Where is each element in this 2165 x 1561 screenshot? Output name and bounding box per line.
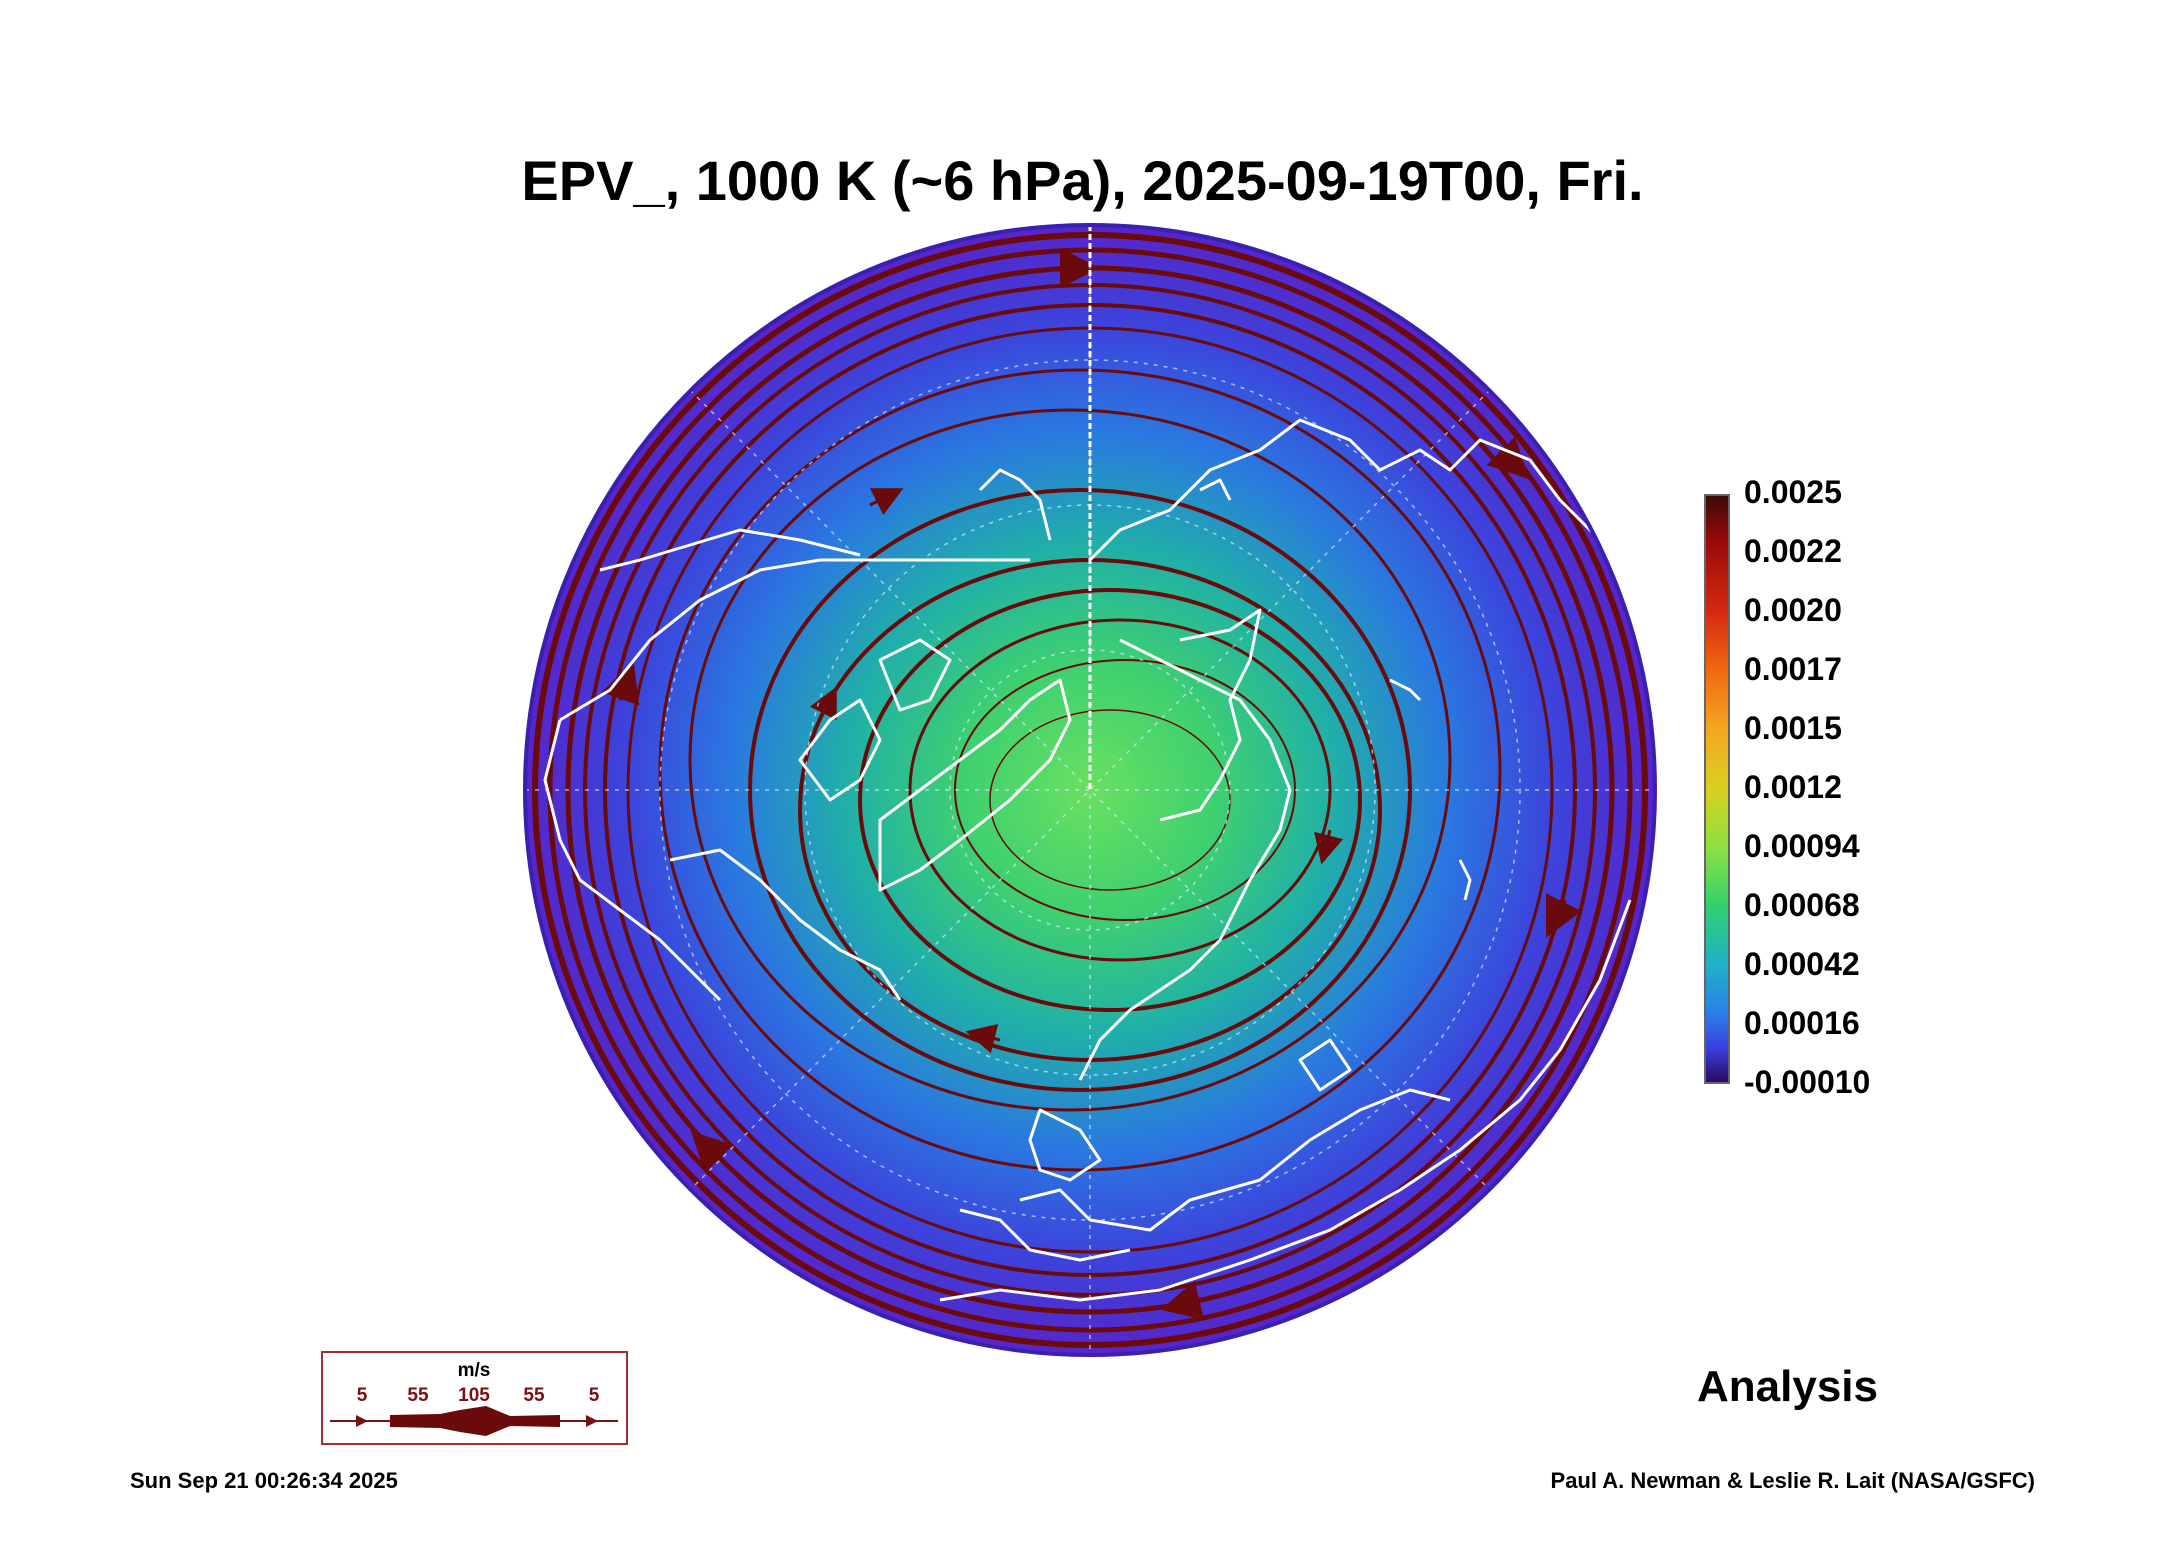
wind-legend-arrow — [586, 1415, 598, 1427]
wind-legend-speed: 5 — [357, 1385, 368, 1406]
footer-credit: Paul A. Newman & Leslie R. Lait (NASA/GS… — [1550, 1468, 2035, 1493]
wind-legend-speed: 105 — [458, 1385, 490, 1406]
colorbar-gradient — [1704, 494, 1730, 1084]
colorbar — [1704, 494, 1730, 1084]
colorbar-label: 0.00042 — [1744, 946, 1860, 982]
wind-legend-bar — [390, 1406, 560, 1436]
colorbar-label: 0.00068 — [1744, 887, 1860, 923]
colorbar-label: 0.00094 — [1744, 828, 1860, 864]
epv-map-disk — [523, 223, 1657, 1357]
colorbar-label: -0.00010 — [1744, 1064, 1871, 1100]
coastlines — [543, 418, 1632, 1302]
wind-legend-speed: 5 — [589, 1385, 600, 1406]
wind-legend-unit: m/s — [458, 1360, 491, 1381]
colorbar-label: 0.0022 — [1744, 533, 1842, 569]
colorbar-label: 0.0017 — [1744, 651, 1842, 687]
page-title: EPV_, 1000 K (~6 hPa), 2025-09-19T00, Fr… — [521, 149, 1644, 212]
wind-legend-arrow — [356, 1415, 368, 1427]
colorbar-label: 0.00016 — [1744, 1005, 1860, 1041]
wind-legend-speed: 55 — [523, 1385, 545, 1406]
wind-legend: m/s 5 55 105 55 5 — [321, 1351, 628, 1445]
footer-timestamp: Sun Sep 21 00:26:34 2025 — [130, 1468, 398, 1493]
analysis-label: Analysis — [1697, 1362, 1878, 1411]
colorbar-label: 0.0012 — [1744, 769, 1842, 805]
colorbar-label: 0.0025 — [1744, 474, 1842, 510]
map-border — [523, 223, 1657, 1357]
colorbar-label: 0.0015 — [1744, 710, 1842, 746]
colorbar-label: 0.0020 — [1744, 592, 1842, 628]
wind-legend-speed: 55 — [407, 1385, 429, 1406]
